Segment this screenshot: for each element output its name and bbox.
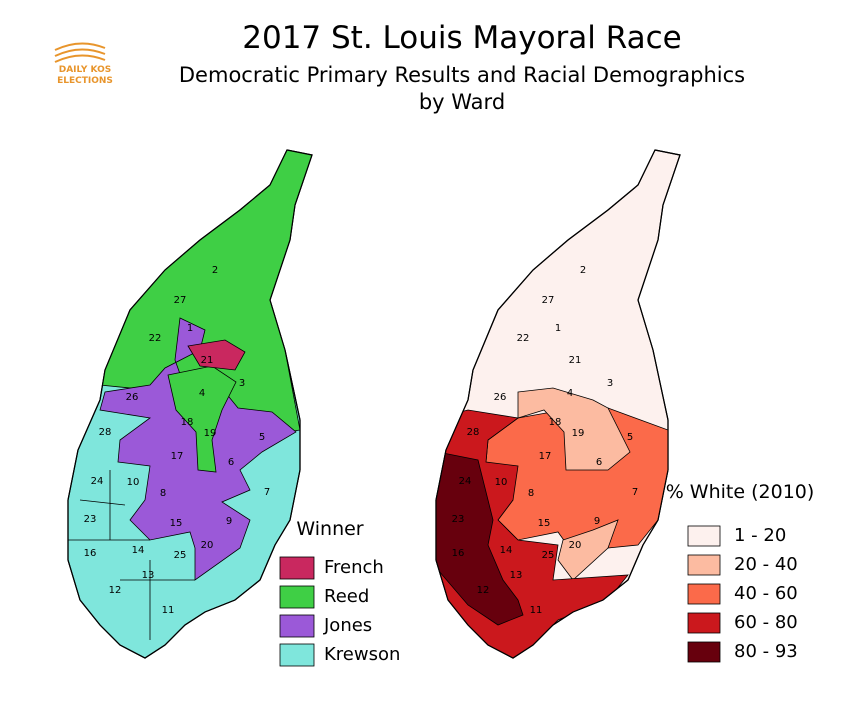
legend-label: 20 - 40 xyxy=(734,554,798,575)
legend-label: Krewson xyxy=(324,644,400,665)
legend-swatch xyxy=(279,556,315,580)
ward-label: 26 xyxy=(494,392,507,403)
legend-label: 80 - 93 xyxy=(734,641,798,662)
legend-swatch xyxy=(687,641,721,663)
ward-label: 7 xyxy=(264,487,270,498)
ward-label: 21 xyxy=(569,355,582,366)
ward-label: 6 xyxy=(228,457,234,468)
legend: 1 - 20 20 - 40 40 - 60 60 - 80 80 - 93 xyxy=(687,525,798,663)
ward-label: 17 xyxy=(539,451,552,462)
title: 2017 St. Louis Mayoral Race xyxy=(242,20,681,56)
ward-label: 23 xyxy=(452,514,465,525)
legend-label: 60 - 80 xyxy=(734,612,798,633)
ward-label: 16 xyxy=(452,548,465,559)
ward-label: 26 xyxy=(126,392,139,403)
ward-label: 3 xyxy=(239,378,245,389)
legend-label: French xyxy=(324,557,384,578)
ward-label: 24 xyxy=(91,476,104,487)
subtitle: by Ward xyxy=(419,90,505,114)
legend-swatch xyxy=(687,525,721,547)
ward-label: 16 xyxy=(84,548,97,559)
ward-label: 2 xyxy=(212,265,218,276)
legend-label: Reed xyxy=(324,586,369,607)
ward-label: 14 xyxy=(132,545,145,556)
ward-label: 1 xyxy=(555,323,561,334)
ward-label: 22 xyxy=(517,333,530,344)
ward-label: 5 xyxy=(259,432,265,443)
legend-swatch xyxy=(687,554,721,576)
ward-region xyxy=(167,365,237,473)
ward-label: 28 xyxy=(99,427,112,438)
ward-label: 19 xyxy=(572,428,585,439)
legend: French Reed Jones Krewson xyxy=(279,556,400,667)
logo: DAILY KOS ELECTIONS xyxy=(54,42,113,86)
legend-swatch xyxy=(279,614,315,638)
legend-label: Jones xyxy=(323,615,372,636)
legend-title: Winner xyxy=(296,518,363,540)
ward-label: 9 xyxy=(226,516,232,527)
ward-label: 2 xyxy=(580,265,586,276)
ward-region xyxy=(187,339,246,371)
ward-label: 20 xyxy=(201,540,214,551)
ward-label: 7 xyxy=(632,487,638,498)
ward-label: 9 xyxy=(594,516,600,527)
ward-label: 19 xyxy=(204,428,217,439)
ward-label: 25 xyxy=(542,550,555,561)
ward-label: 3 xyxy=(607,378,613,389)
ward-label: 18 xyxy=(549,417,562,428)
ward-label: 25 xyxy=(174,550,187,561)
ward-label: 28 xyxy=(467,427,480,438)
logo-text: ELECTIONS xyxy=(57,76,113,86)
ward-label: 12 xyxy=(477,585,490,596)
ward-label: 8 xyxy=(528,488,534,499)
ward-label: 27 xyxy=(174,295,187,306)
ward-label: 15 xyxy=(170,518,183,529)
ward-label: 17 xyxy=(171,451,184,462)
logo-text: DAILY KOS xyxy=(59,65,111,75)
ward-label: 4 xyxy=(199,388,205,399)
ward-label: 1 xyxy=(187,323,193,334)
ward-label: 5 xyxy=(627,432,633,443)
legend-swatch xyxy=(687,583,721,605)
legend-swatch xyxy=(279,585,315,609)
ward-label: 11 xyxy=(162,605,175,616)
legend-swatch xyxy=(279,643,315,667)
subtitle: Democratic Primary Results and Racial De… xyxy=(179,63,745,87)
ward-label: 10 xyxy=(495,477,508,488)
ward-label: 20 xyxy=(569,540,582,551)
ward-region xyxy=(517,387,631,471)
ward-label: 4 xyxy=(567,388,573,399)
ward-label: 10 xyxy=(127,477,140,488)
ward-label: 8 xyxy=(160,488,166,499)
ward-label: 13 xyxy=(510,570,523,581)
legend-label: 40 - 60 xyxy=(734,583,798,604)
demographic-map xyxy=(435,149,681,659)
ward-label: 24 xyxy=(459,476,472,487)
ward-label: 23 xyxy=(84,514,97,525)
legend-swatch xyxy=(687,612,721,634)
legend-title: % White (2010) xyxy=(666,481,815,503)
ward-label: 11 xyxy=(530,605,543,616)
legend-label: 1 - 20 xyxy=(734,525,786,546)
ward-label: 27 xyxy=(542,295,555,306)
winner-map xyxy=(67,149,313,659)
ward-label: 6 xyxy=(596,457,602,468)
ward-label: 22 xyxy=(149,333,162,344)
ward-label: 12 xyxy=(109,585,122,596)
ward-label: 21 xyxy=(201,355,214,366)
ward-label: 13 xyxy=(142,570,155,581)
ward-label: 14 xyxy=(500,545,513,556)
ward-label: 18 xyxy=(181,417,194,428)
ward-label: 15 xyxy=(538,518,551,529)
